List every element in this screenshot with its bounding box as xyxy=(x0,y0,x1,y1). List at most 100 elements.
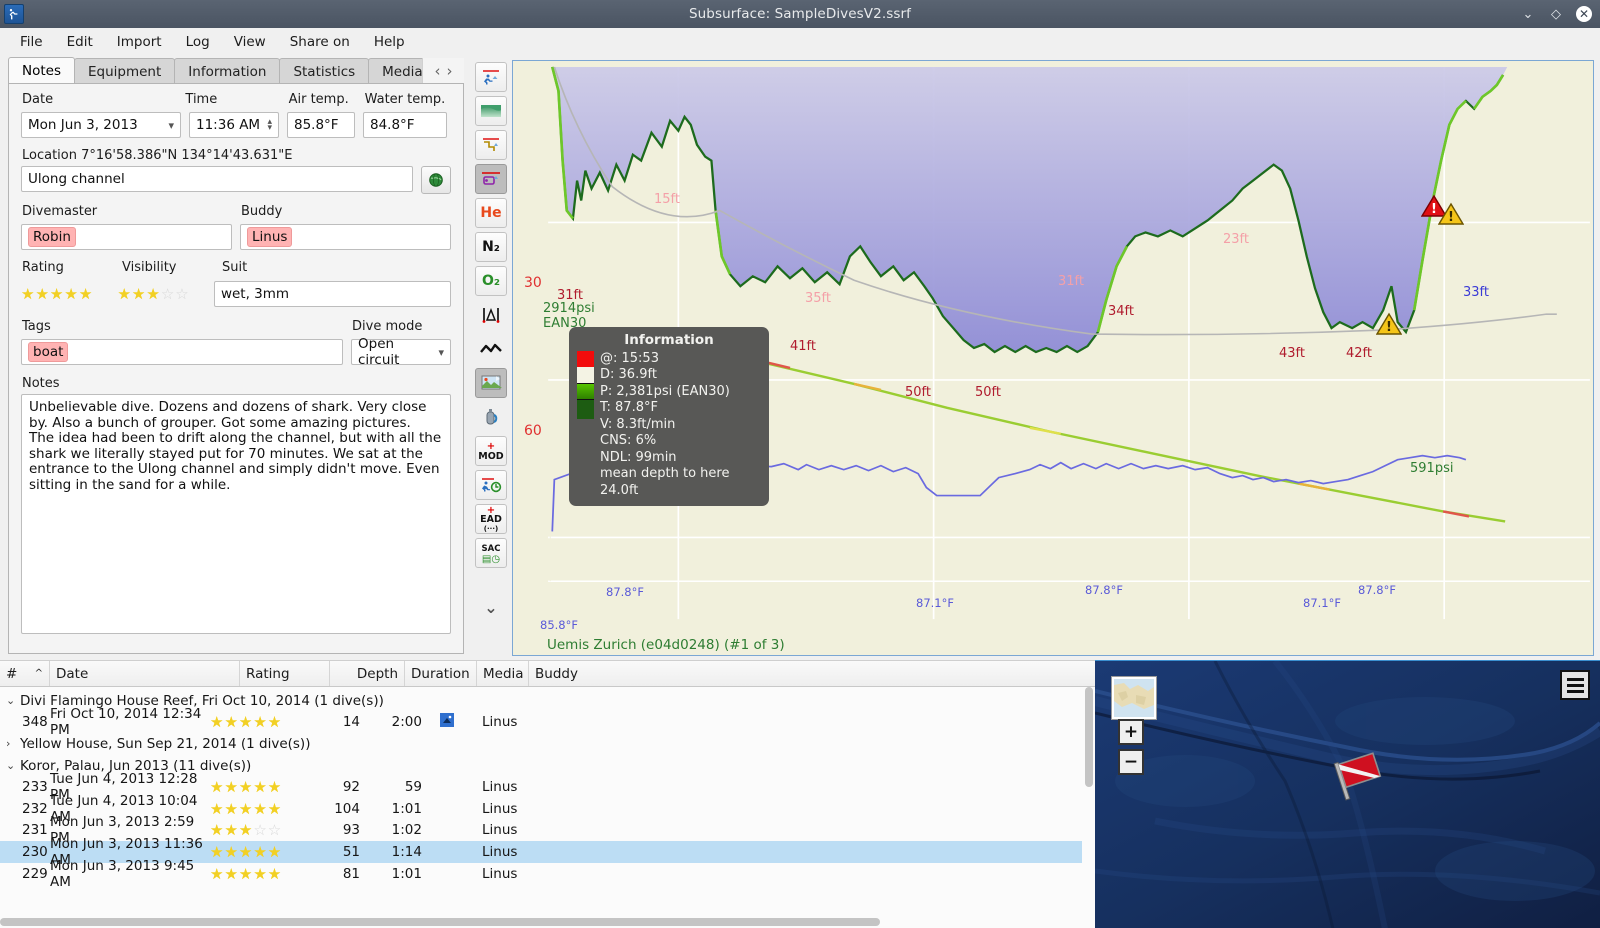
column-header-duration[interactable]: Duration xyxy=(405,661,477,686)
map-zoom-out-button[interactable]: − xyxy=(1118,749,1144,775)
rating-stars[interactable]: ★★★★★ xyxy=(21,285,94,303)
tab-notes[interactable]: Notes xyxy=(8,57,75,84)
dive-number: 231 xyxy=(22,822,48,839)
trip-row[interactable]: › Yellow House, Sun Sep 21, 2014 (1 dive… xyxy=(0,733,1095,755)
dive-computer-label[interactable]: Uemis Zurich (e04d0248) (#1 of 3) xyxy=(547,637,785,653)
map-zoom-in-button[interactable]: + xyxy=(1118,719,1144,745)
toggle-deco-info-button[interactable] xyxy=(475,300,507,330)
menu-log[interactable]: Log xyxy=(185,34,210,50)
dive-mode-select[interactable]: Open circuit ▾ xyxy=(351,336,451,368)
water-temp-field[interactable]: 84.8°F xyxy=(363,112,447,138)
column-header-depth[interactable]: Depth xyxy=(330,661,405,686)
toggle-gas-change-button[interactable] xyxy=(475,164,507,194)
table-row[interactable]: 233 Tue Jun 4, 2013 12:28 PM ★★★★★ 92 59… xyxy=(0,771,1095,803)
twisty-collapsed-icon[interactable]: › xyxy=(6,737,11,751)
maximize-button[interactable]: ◇ xyxy=(1551,6,1561,22)
toggle-calculated-ceiling-button[interactable] xyxy=(475,96,507,126)
table-row[interactable]: 229 Mon Jun 3, 2013 9:45 AM ★★★★★ 81 1:0… xyxy=(0,858,1095,890)
dive-rating: ★★★★★ xyxy=(210,713,283,732)
dive-date: Fri Oct 10, 2014 12:34 PM xyxy=(50,706,202,739)
dive-flag-icon[interactable] xyxy=(1331,746,1391,804)
buddy-chip[interactable]: Linus xyxy=(247,227,293,247)
toggle-mod-button[interactable]: + MOD xyxy=(475,436,507,466)
divemaster-chip[interactable]: Robin xyxy=(28,227,76,247)
time-field[interactable]: 11:36 AM ▴ ▾ xyxy=(189,112,279,138)
toggle-helium-button[interactable]: He xyxy=(475,198,507,228)
air-temp-value: 85.8°F xyxy=(294,117,339,133)
buddy-field[interactable]: Linus xyxy=(240,224,451,250)
globe-icon[interactable] xyxy=(421,166,451,194)
air-temp-field[interactable]: 85.8°F xyxy=(287,112,355,138)
dive-rating: ★★★★★ xyxy=(210,864,283,883)
twisty-expanded-icon[interactable]: ⌄ xyxy=(6,759,16,773)
close-button[interactable]: ✕ xyxy=(1576,6,1592,22)
toggle-sac-button[interactable]: SAC ▤◷ xyxy=(475,538,507,568)
column-header-media[interactable]: Media xyxy=(477,661,529,686)
table-row[interactable]: 231 Mon Jun 3, 2013 2:59 PM ★★★☆☆ 93 1:0… xyxy=(0,814,1095,846)
profile-information-tooltip: Information @: 15:53 D: 36.9ft P: 2,381p… xyxy=(569,327,769,506)
menu-import[interactable]: Import xyxy=(116,34,162,50)
trip-row[interactable]: ⌄ Koror, Palau, Jun 2013 (11 dive(s)) xyxy=(0,755,1095,777)
trip-row[interactable]: ⌄ Divi Flamingo House Reef, Fri Oct 10, … xyxy=(0,690,1095,712)
toggle-ndl-tts-button[interactable] xyxy=(475,470,507,500)
tags-field[interactable]: boat xyxy=(21,339,343,365)
hamburger-icon[interactable] xyxy=(1560,670,1590,700)
scrollbar-thumb[interactable] xyxy=(1085,687,1093,787)
scrollbar-thumb[interactable] xyxy=(0,918,880,926)
water-temp-label: Water temp. xyxy=(364,92,446,107)
event-marker-yellow-2[interactable]: ! xyxy=(1376,312,1402,336)
toggle-nitrogen-button[interactable]: N₂ xyxy=(475,232,507,262)
tab-scroll-right-icon[interactable]: › xyxy=(446,62,453,80)
column-header-number[interactable]: # ^ xyxy=(0,661,50,686)
menu-file[interactable]: File xyxy=(20,34,43,50)
dive-buddy: Linus xyxy=(482,714,518,731)
dive-list-horizontal-scrollbar[interactable] xyxy=(0,915,1082,928)
suit-field[interactable]: wet, 3mm xyxy=(213,281,452,307)
divemaster-field[interactable]: Robin xyxy=(21,224,232,250)
toggle-heartrate-button[interactable] xyxy=(475,334,507,364)
tags-label: Tags xyxy=(22,319,51,334)
toggle-oxygen-button[interactable]: O₂ xyxy=(475,266,507,296)
dive-duration: 1:01 xyxy=(391,800,422,817)
dive-duration: 2:00 xyxy=(391,714,422,731)
dive-profile-chart[interactable]: 30 60 10 30 50 70 15ft 35ft 31ft 23ft 31… xyxy=(512,60,1594,656)
sort-ascending-icon: ^ xyxy=(34,668,43,679)
date-field[interactable]: Mon Jun 3, 2013 ▾ xyxy=(21,112,181,138)
visibility-stars[interactable]: ★★★☆☆ xyxy=(117,285,190,303)
time-label: Time xyxy=(185,92,218,107)
tab-information[interactable]: Information xyxy=(174,58,281,84)
toggle-dc-reported-ceiling-button[interactable] xyxy=(475,62,507,92)
tag-chip-boat[interactable]: boat xyxy=(28,342,69,362)
toggle-ead-button[interactable]: + EAD (···) xyxy=(475,504,507,534)
event-marker-red[interactable]: ! xyxy=(1421,194,1447,218)
menu-edit[interactable]: Edit xyxy=(66,34,93,50)
event-marker-yellow-1[interactable]: ! xyxy=(1438,202,1464,226)
dive-duration: 1:14 xyxy=(391,843,422,860)
overview-map-icon[interactable] xyxy=(1111,676,1157,720)
column-header-date[interactable]: Date xyxy=(50,661,240,686)
time-value: 11:36 AM xyxy=(196,117,261,133)
dive-list-vertical-scrollbar[interactable] xyxy=(1082,687,1095,914)
twisty-expanded-icon[interactable]: ⌄ xyxy=(6,694,16,708)
dive-number: 230 xyxy=(22,843,48,860)
toggle-tankbar-button[interactable] xyxy=(475,402,507,432)
scroll-toolbar-down-button[interactable]: ⌄ xyxy=(475,592,507,622)
menu-help[interactable]: Help xyxy=(373,34,405,50)
time-stepper[interactable]: ▴ ▾ xyxy=(267,117,272,133)
table-row-selected[interactable]: 230 Mon Jun 3, 2013 11:36 AM ★★★★★ 51 1:… xyxy=(0,836,1095,868)
tab-equipment[interactable]: Equipment xyxy=(74,58,176,84)
menu-share-on[interactable]: Share on xyxy=(289,34,350,50)
toggle-tissue-graph-button[interactable] xyxy=(475,130,507,160)
minimize-button[interactable]: ⌄ xyxy=(1522,6,1534,22)
tab-statistics[interactable]: Statistics xyxy=(279,58,370,84)
map-panel[interactable]: + − xyxy=(1095,660,1600,928)
table-row[interactable]: 348 Fri Oct 10, 2014 12:34 PM ★★★★★ 14 2… xyxy=(0,706,1095,738)
tab-scroll-left-icon[interactable]: ‹ xyxy=(434,62,441,80)
toggle-photos-button[interactable] xyxy=(475,368,507,398)
notes-textarea[interactable]: Unbelievable dive. Dozens and dozens of … xyxy=(21,394,451,634)
table-row[interactable]: 232 Tue Jun 4, 2013 10:04 AM ★★★★★ 104 1… xyxy=(0,793,1095,825)
menu-view[interactable]: View xyxy=(233,34,266,50)
column-header-rating[interactable]: Rating xyxy=(240,661,330,686)
location-field[interactable]: Ulong channel xyxy=(21,166,414,192)
column-header-buddy[interactable]: Buddy xyxy=(535,665,578,682)
